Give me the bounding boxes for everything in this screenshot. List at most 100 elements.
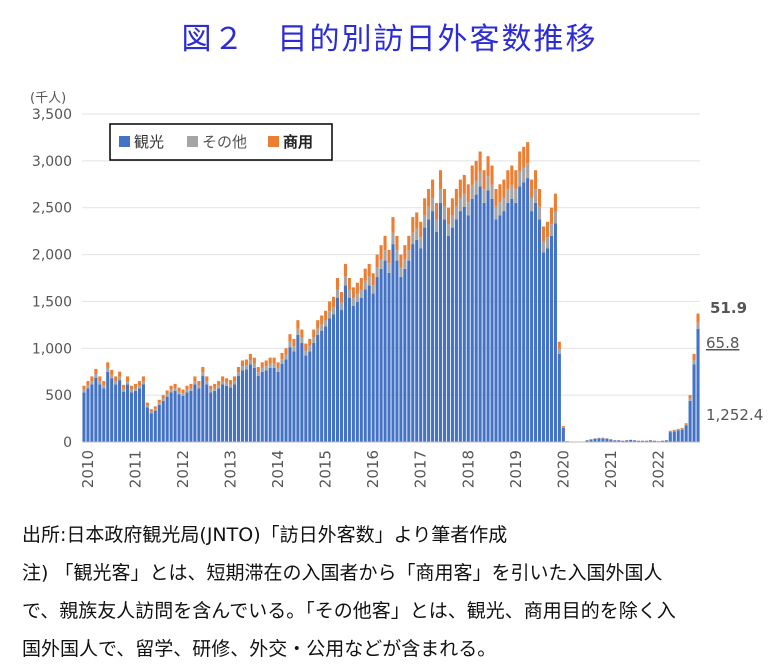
bar-segment-その他: [462, 193, 466, 207]
bar-segment-観光: [438, 202, 443, 442]
bar-segment-観光: [462, 206, 466, 442]
bar-segment-観光: [522, 182, 526, 442]
bar-segment-商用: [538, 188, 542, 207]
bar-segment-観光: [458, 211, 462, 442]
bar-segment-その他: [518, 171, 522, 187]
x-tick-label: 2014: [269, 450, 287, 488]
bar-segment-観光: [161, 400, 165, 442]
bar-segment-観光: [133, 390, 138, 442]
bar-segment-商用: [244, 359, 248, 366]
bar-segment-その他: [248, 360, 252, 365]
bar-segment-その他: [133, 387, 138, 391]
bar-segment-商用: [668, 430, 672, 432]
bar-segment-商用: [534, 170, 538, 190]
bar-segment-観光: [549, 235, 553, 442]
bar-segment-商用: [506, 170, 510, 190]
bar-segment-観光: [621, 440, 625, 442]
legend-label-商用: 商用: [283, 133, 313, 151]
bar-segment-商用: [399, 254, 403, 268]
bar-segment-その他: [296, 328, 300, 335]
bar-segment-観光: [518, 186, 522, 442]
bar-segment-観光: [312, 343, 316, 442]
bar-segment-その他: [225, 382, 229, 386]
bar-segment-商用: [197, 381, 201, 386]
bar-segment-その他: [268, 363, 272, 368]
bar-segment-商用: [403, 245, 407, 259]
bar-segment-その他: [320, 324, 324, 331]
bar-segment-その他: [86, 385, 90, 389]
bar-segment-観光: [688, 400, 692, 442]
bar-segment-観光: [363, 289, 367, 442]
bar-segment-その他: [680, 428, 684, 430]
bar-segment-商用: [371, 273, 375, 286]
bar-segment-その他: [557, 348, 561, 354]
bar-segment-その他: [145, 405, 149, 408]
bar-segment-観光: [502, 211, 506, 442]
bar-segment-その他: [98, 380, 102, 385]
bar-segment-観光: [324, 326, 328, 442]
bar-segment-その他: [379, 258, 383, 269]
bar-segment-観光: [82, 392, 86, 442]
bar-segment-商用: [288, 334, 292, 342]
bar-segment-商用: [391, 217, 395, 233]
bar-segment-商用: [415, 212, 419, 229]
legend-label-観光: 観光: [134, 133, 164, 151]
bar-segment-商用: [545, 221, 550, 238]
bar-segment-その他: [312, 337, 316, 344]
bar-segment-観光: [221, 384, 225, 442]
bar-segment-観光: [371, 293, 375, 442]
bar-segment-その他: [161, 398, 165, 401]
bar-segment-観光: [292, 351, 296, 442]
bar-segment-その他: [197, 385, 201, 389]
bar-segment-その他: [260, 367, 264, 372]
bar-segment-商用: [561, 426, 565, 428]
bar-segment-観光: [240, 370, 244, 442]
bar-segment-観光: [446, 235, 450, 442]
y-tick-label: 3,000: [32, 154, 72, 170]
bar-segment-観光: [534, 202, 538, 442]
bar-segment-商用: [522, 146, 526, 168]
bar-segment-観光: [644, 440, 649, 442]
bar-segment-観光: [530, 211, 534, 442]
y-tick-label: 2,500: [32, 201, 72, 217]
bar-segment-その他: [181, 393, 185, 396]
bar-segment-その他: [454, 206, 458, 220]
bar-segment-観光: [601, 438, 605, 442]
bar-segment-その他: [193, 380, 197, 385]
bar-segment-観光: [676, 430, 680, 442]
bar-segment-観光: [660, 440, 664, 442]
bar-segment-その他: [165, 394, 169, 397]
bar-segment-商用: [268, 357, 272, 364]
bar-segment-その他: [110, 374, 114, 379]
bar-segment-観光: [506, 202, 510, 442]
bar-segment-観光: [252, 367, 256, 442]
bar-segment-商用: [264, 360, 268, 367]
bar-segment-観光: [367, 285, 371, 442]
bar-segment-観光: [387, 272, 391, 442]
bar-segment-その他: [383, 250, 387, 261]
bar-segment-その他: [482, 189, 486, 203]
bar-segment-その他: [288, 341, 292, 348]
bar-segment-商用: [153, 406, 157, 409]
bar-segment-その他: [205, 380, 209, 385]
bar-segment-その他: [209, 389, 213, 393]
bar-segment-その他: [284, 354, 288, 360]
bar-segment-商用: [339, 292, 344, 303]
bar-segment-商用: [304, 343, 308, 351]
bar-segment-観光: [415, 239, 419, 442]
bar-segment-観光: [589, 439, 593, 442]
bar-segment-その他: [217, 385, 221, 389]
bar-segment-観光: [173, 390, 177, 442]
bar-segment-その他: [490, 184, 494, 199]
bar-segment-その他: [177, 391, 181, 395]
bar-segment-その他: [672, 430, 676, 432]
bar-segment-商用: [201, 367, 205, 373]
bar-segment-商用: [696, 313, 700, 323]
bar-segment-観光: [498, 215, 502, 442]
bar-segment-観光: [617, 440, 621, 442]
bar-segment-観光: [328, 318, 332, 442]
bar-segment-その他: [308, 346, 312, 352]
bar-segment-その他: [304, 350, 308, 356]
bar-segment-その他: [185, 389, 189, 393]
